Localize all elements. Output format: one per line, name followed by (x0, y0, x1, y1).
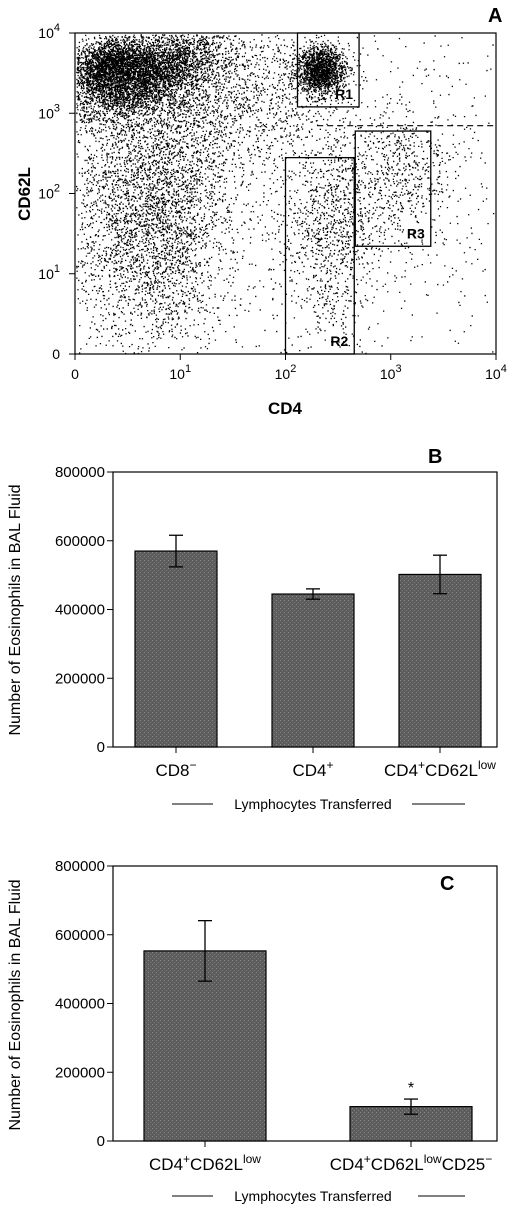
category-labels: CD8− CD4+ CD4+CD62Llow (155, 758, 496, 780)
y-ticks: 0 200000 400000 600000 800000 (55, 464, 113, 756)
gate-r3 (354, 130, 432, 247)
category-label: CD4+CD62Llow (149, 1152, 261, 1174)
gates: R1 R2 R3 (284, 32, 432, 355)
y-ticks: 0 200000 400000 600000 800000 (55, 858, 113, 1150)
x-tick-label: 101 (169, 363, 191, 382)
gate-r1 (296, 32, 360, 108)
y-tick-label: 800000 (55, 858, 105, 875)
gate-label: R3 (407, 225, 425, 241)
y-tick-label: 101 (38, 263, 60, 282)
y-tick-label: 0 (97, 1133, 105, 1150)
y-tick-label: 103 (38, 102, 60, 121)
y-tick-label: 0 (52, 346, 60, 362)
gate-r2 (284, 156, 355, 355)
category-label: CD4+CD62LlowCD25− (330, 1152, 492, 1174)
bar (271, 593, 355, 748)
y-tick-label: 400000 (55, 996, 105, 1013)
significance-marker: * (408, 1080, 414, 1097)
scatter-dot-field (76, 34, 495, 355)
bars: * (143, 920, 473, 1147)
bar (134, 550, 218, 748)
panel-c-label: C (440, 873, 454, 895)
category-label: CD4+CD62Llow (384, 758, 496, 780)
x-tick-label: 104 (485, 363, 507, 382)
y-tick-label: 0 (97, 739, 105, 756)
category-labels: CD4+CD62Llow CD4+CD62LlowCD25− (149, 1152, 492, 1174)
category-label: CD8− (155, 758, 196, 780)
y-tick-label: 200000 (55, 670, 105, 687)
x-tick-label: 0 (71, 366, 79, 382)
category-label: CD4+ (292, 758, 333, 780)
group-label: Lymphocytes Transferred (234, 1188, 391, 1204)
x-axis-label: CD4 (268, 399, 303, 418)
bar (398, 573, 482, 748)
y-tick-label: 800000 (55, 464, 105, 481)
axis-ticks: 0 101 102 103 104 0 101 102 103 104 (38, 22, 507, 382)
y-axis-label: Number of Eosinophils in BAL Fluid (7, 879, 24, 1130)
bars (134, 534, 482, 753)
x-tick-label: 103 (380, 363, 402, 382)
gate-label: R2 (330, 333, 348, 349)
y-tick-label: 600000 (55, 533, 105, 550)
y-axis-label: CD62L (15, 167, 34, 221)
panel-c-bar-chart: C * 0 200000 400000 600000 800000 CD4+CD62Ll… (7, 858, 498, 1204)
scatter-points (76, 34, 495, 355)
gate-label: R1 (335, 86, 353, 102)
y-tick-label: 600000 (55, 927, 105, 944)
y-tick-label: 104 (38, 22, 60, 41)
panel-a-label: A (488, 5, 502, 27)
y-tick-label: 400000 (55, 602, 105, 619)
y-tick-label: 200000 (55, 1064, 105, 1081)
y-axis-label: Number of Eosinophils in BAL Fluid (7, 484, 24, 735)
x-tick-label: 102 (275, 363, 297, 382)
group-label: Lymphocytes Transferred (234, 796, 391, 812)
panel-b-bar-chart: B 0 200000 400000 600000 800000 CD8− CD4+ CD4+… (7, 446, 498, 812)
panel-b-label: B (428, 446, 442, 468)
y-tick-label: 102 (38, 183, 60, 202)
